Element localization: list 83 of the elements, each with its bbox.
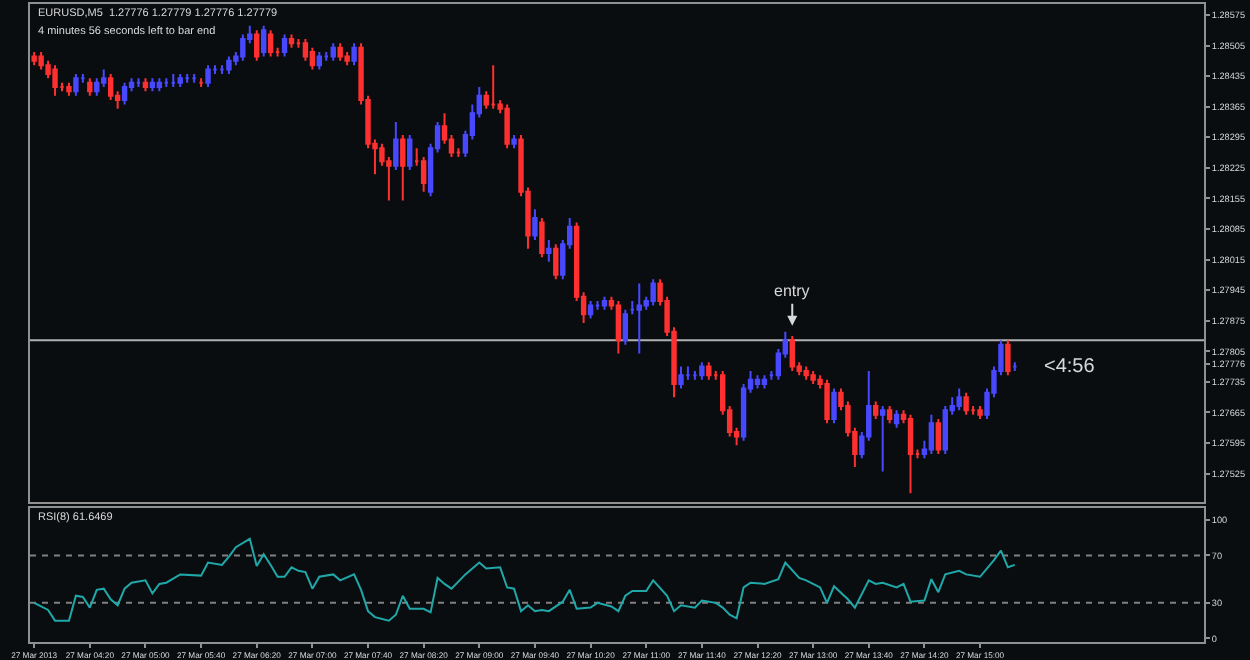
candlestick	[94, 77, 100, 97]
candlestick	[226, 55, 232, 75]
candlestick	[678, 365, 684, 390]
candlestick	[184, 72, 190, 84]
candlestick	[191, 72, 197, 84]
candlestick	[198, 77, 204, 88]
line-series	[33, 537, 1016, 622]
candlestick	[692, 369, 698, 381]
candlestick	[546, 238, 552, 263]
candlestick	[330, 42, 336, 62]
candlestick	[650, 278, 656, 307]
candlestick	[873, 400, 879, 420]
candlestick	[121, 81, 128, 106]
candlestick	[260, 24, 267, 58]
candlestick	[66, 81, 72, 97]
candlestick	[400, 134, 406, 202]
candlestick	[163, 77, 170, 88]
candlestick	[761, 374, 768, 390]
candlestick	[267, 29, 274, 58]
candlestick	[532, 208, 538, 241]
candlestick	[38, 51, 44, 71]
candlestick	[511, 134, 517, 150]
candlestick	[928, 413, 935, 455]
candlestick	[879, 404, 886, 473]
candlestick	[893, 409, 900, 429]
candlestick	[281, 33, 288, 58]
candlestick	[803, 365, 809, 381]
candlestick	[539, 217, 545, 259]
candlestick	[587, 300, 594, 320]
candlestick	[831, 387, 837, 425]
candlestick	[504, 103, 510, 150]
candlestick	[601, 295, 608, 311]
candlestick	[407, 134, 413, 171]
candlestick	[685, 365, 691, 381]
candlestick	[956, 387, 962, 412]
candlestick	[156, 77, 163, 93]
candlestick	[594, 300, 601, 311]
candlestick	[205, 64, 211, 88]
candlestick	[101, 68, 107, 88]
candlestick	[907, 413, 914, 495]
candlestick	[323, 51, 329, 62]
candlestick	[393, 120, 399, 171]
candlestick	[337, 42, 343, 62]
candlestick	[87, 77, 93, 97]
candlestick	[219, 64, 225, 75]
candlestick	[699, 361, 705, 381]
candlestick	[1012, 361, 1018, 372]
candlestick	[824, 378, 830, 425]
annotation: entry	[774, 282, 810, 300]
candlestick	[344, 51, 350, 67]
candlestick	[177, 72, 183, 88]
candlestick	[789, 335, 795, 372]
annotation: <4:56	[1044, 356, 1096, 378]
candlestick	[810, 369, 816, 386]
candlestick	[553, 243, 559, 281]
candlestick	[963, 391, 969, 416]
candlestick	[977, 404, 983, 420]
candlestick	[73, 72, 79, 97]
candlestick	[490, 64, 496, 110]
candlestick	[135, 77, 142, 88]
candlestick	[240, 33, 246, 62]
candlestick	[31, 51, 37, 67]
candlestick	[886, 404, 893, 425]
candlestick	[107, 72, 114, 102]
candlestick	[1005, 339, 1011, 377]
candlestick	[615, 300, 622, 355]
candlestick	[935, 418, 942, 455]
candlestick	[302, 37, 309, 62]
candlestick	[316, 51, 323, 71]
candlestick	[52, 64, 58, 97]
candlestick	[309, 46, 316, 71]
candlestick	[142, 77, 149, 93]
candlestick	[636, 282, 642, 355]
candlestick	[706, 361, 712, 381]
candlestick	[622, 308, 629, 346]
candlestick	[942, 404, 948, 455]
candlestick	[170, 72, 176, 88]
candlestick	[149, 77, 156, 93]
candlestick	[420, 155, 427, 193]
candlestick	[288, 33, 295, 49]
candlestick	[754, 374, 761, 390]
candlestick	[254, 29, 260, 62]
candlestick	[351, 42, 357, 67]
